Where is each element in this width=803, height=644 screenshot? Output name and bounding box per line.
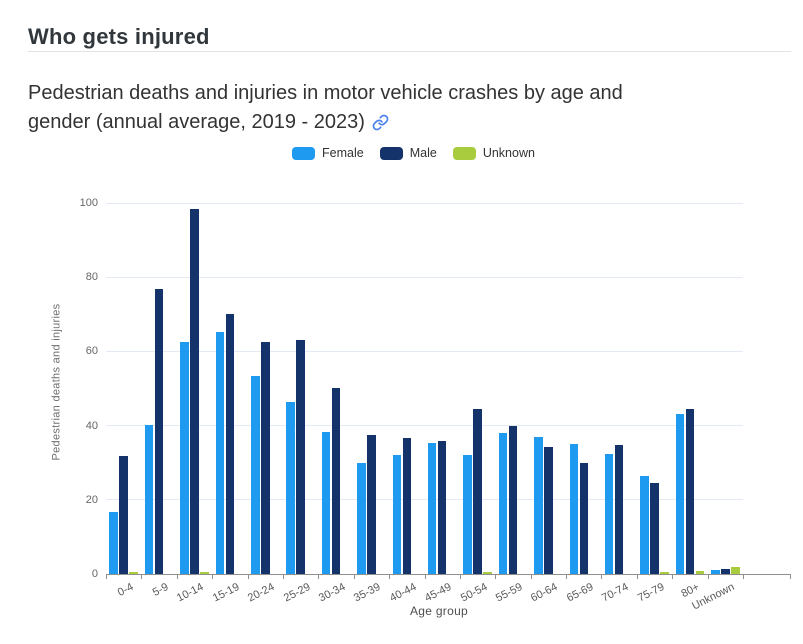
bar-male-75-79: [650, 482, 659, 574]
bar-female-55-59: [498, 433, 508, 574]
bar-male-0-4: [119, 456, 128, 574]
x-tick-4: [247, 574, 249, 579]
bar-unknown-80: [695, 571, 705, 574]
bar-male-unknown: [721, 569, 730, 574]
x-tick-6: [318, 574, 320, 579]
legend-swatch-male: [379, 146, 403, 160]
x-tick-15: [636, 574, 638, 579]
x-tick-17: [707, 574, 709, 579]
y-axis-title: Pedestrian deaths and injuries: [50, 303, 63, 461]
bar-female-50-54: [463, 454, 472, 574]
x-tick-axis-end: [790, 574, 791, 579]
plot-area: Pedestrian deaths and injuries 0 20 40 60 80…: [51, 197, 791, 613]
bar-male-70-74: [614, 445, 624, 574]
bar-female-40-44: [392, 454, 402, 574]
x-tick-13: [566, 574, 568, 579]
x-tick-10: [459, 574, 461, 579]
bar-male-40-44: [402, 438, 412, 574]
link-icon: [372, 114, 389, 131]
bar-male-20-24: [261, 342, 270, 574]
bar-male-80: [685, 408, 695, 574]
x-axis-line: [106, 574, 791, 575]
bar-male-30-34: [331, 387, 341, 574]
legend-item-unknown[interactable]: Unknown: [452, 146, 535, 160]
bar-female-60-64: [534, 436, 543, 574]
y-tick-label-80: 80: [85, 271, 98, 284]
bar-unknown-unknown: [731, 567, 740, 574]
header-divider: [28, 51, 791, 52]
bar-male-25-29: [296, 339, 305, 574]
bar-female-unknown: [711, 569, 720, 574]
bar-female-35-39: [357, 463, 366, 574]
x-tick-9: [424, 574, 426, 579]
x-tick-18: [743, 574, 744, 579]
chart-legend: Female Male Unknown: [12, 146, 803, 160]
bar-female-10-14: [180, 341, 189, 574]
bar-male-10-14: [190, 208, 199, 574]
bar-unknown-50-54: [483, 572, 492, 574]
bar-male-5-9: [154, 289, 164, 574]
bar-female-25-29: [286, 401, 295, 574]
bar-female-30-34: [321, 431, 331, 574]
legend-label-male: Male: [409, 146, 437, 160]
gridline-100: [106, 202, 743, 204]
bar-male-45-49: [437, 440, 447, 574]
bar-female-70-74: [604, 453, 614, 574]
legend-item-male[interactable]: Male: [379, 146, 437, 160]
y-tick-label-60: 60: [85, 345, 98, 358]
bar-male-65-69: [579, 462, 588, 574]
bar-female-20-24: [251, 375, 260, 574]
bar-female-0-4: [109, 512, 118, 574]
y-tick-label-20: 20: [85, 493, 98, 506]
bar-male-50-54: [473, 408, 482, 574]
chart-title-line1: Pedestrian deaths and injuries in motor …: [28, 82, 623, 104]
legend-label-female: Female: [322, 146, 364, 160]
bar-male-60-64: [544, 447, 553, 574]
legend-item-female[interactable]: Female: [292, 146, 364, 160]
bar-unknown-0-4: [129, 571, 138, 574]
x-tick-16: [672, 574, 674, 579]
x-tick-14: [601, 574, 603, 579]
bar-male-15-19: [225, 313, 235, 574]
legend-label-unknown: Unknown: [482, 146, 535, 160]
legend-swatch-female: [292, 146, 316, 160]
gridline-40: [106, 425, 743, 427]
bar-unknown-75-79: [660, 571, 669, 574]
x-tick-5: [282, 574, 284, 579]
x-tick-3: [212, 574, 214, 579]
legend-swatch-unknown: [452, 146, 476, 160]
bar-female-75-79: [640, 476, 649, 574]
bar-female-45-49: [427, 442, 437, 574]
bar-unknown-10-14: [200, 571, 209, 574]
section-link[interactable]: [372, 114, 389, 131]
bar-female-5-9: [144, 424, 154, 574]
x-tick-0: [106, 574, 107, 579]
bar-female-15-19: [215, 332, 225, 574]
x-tick-2: [176, 574, 178, 579]
y-tick-label-100: 100: [79, 197, 98, 209]
x-tick-11: [495, 574, 497, 579]
page-title: Who gets injured: [28, 23, 210, 49]
bar-male-35-39: [367, 435, 376, 574]
chart-title-line2: gender (annual average, 2019 - 2023): [28, 111, 365, 133]
y-tick-label-40: 40: [85, 419, 98, 432]
gridline-80: [106, 276, 743, 278]
bar-female-65-69: [569, 443, 578, 574]
chart-title: Pedestrian deaths and injuries in motor …: [28, 79, 773, 137]
x-tick-12: [530, 574, 532, 579]
gridline-60: [106, 350, 743, 352]
bar-female-80: [675, 413, 685, 574]
x-axis-title: Age group: [409, 604, 469, 618]
x-tick-1: [141, 574, 143, 579]
x-tick-7: [353, 574, 355, 579]
y-tick-label-0: 0: [91, 568, 98, 580]
bar-male-55-59: [508, 425, 518, 574]
x-tick-8: [389, 574, 391, 579]
gridline-20: [106, 499, 743, 501]
